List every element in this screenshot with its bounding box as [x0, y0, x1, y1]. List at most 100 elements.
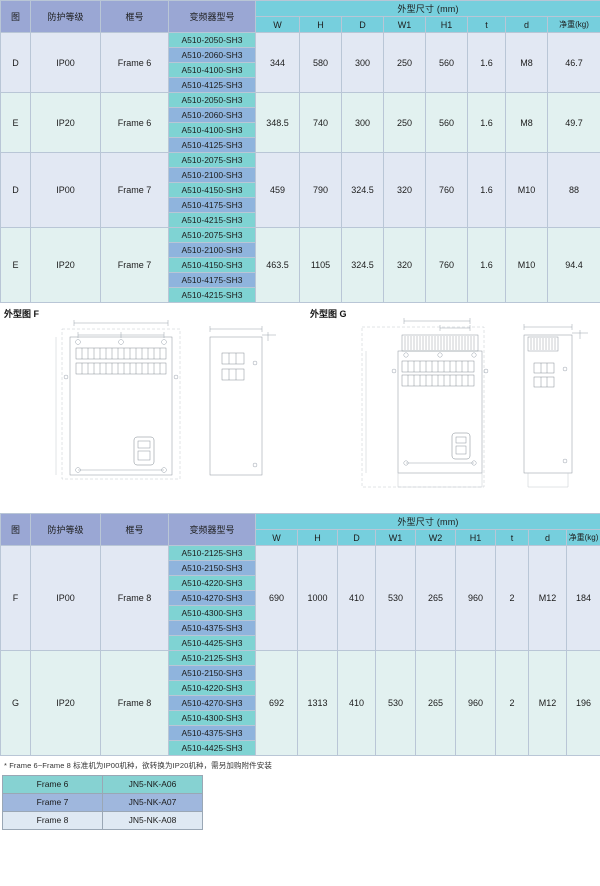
table-row: A510-2060-SH3	[1, 107, 600, 123]
cell-h1: 560	[425, 92, 468, 153]
table-row: A510-4425-SH3	[1, 635, 600, 651]
table-row: E IP20 Frame 6 A510-2050-SH3 348.5 740 300 250 5…	[0, 92, 600, 153]
cell-frame: Frame 8	[100, 650, 169, 756]
table-row: A510-4270-SH3	[1, 590, 600, 606]
cell-weight: 94.4	[546, 227, 600, 303]
header-protection: 防护等级	[30, 0, 101, 33]
table-row: A510-4375-SH3	[1, 725, 600, 741]
cell-model: A510-2050-SH3	[168, 32, 256, 48]
cell-protection: IP20	[30, 92, 101, 153]
cell-w1: 530	[375, 545, 416, 651]
table-row: F IP00 Frame 8 A510-2125-SH3 690 1000 410 530 26…	[0, 545, 600, 651]
cell-model: A510-4125-SH3	[168, 77, 256, 93]
cell-h1: 760	[425, 227, 468, 303]
cell-model: A510-4215-SH3	[168, 287, 256, 303]
header-col-d-bolt: d	[528, 529, 567, 546]
cell-model: A510-4270-SH3	[168, 590, 256, 606]
cell-w1: 250	[383, 92, 426, 153]
cell-model: A510-2060-SH3	[168, 107, 256, 123]
cell-h: 1105	[299, 227, 342, 303]
dimensions-table-frame8: 图 防护等级 框号 变频器型号 外型尺寸 (mm) W H D W1 W2 H1…	[0, 513, 600, 756]
cell-model: A510-2125-SH3	[168, 545, 256, 561]
table-row: D IP00 Frame 7 A510-2075-SH3 459 790 324.5 320 7…	[0, 152, 600, 228]
cell-model: A510-2100-SH3	[168, 242, 256, 258]
cell-h: 740	[299, 92, 342, 153]
cell-t: 1.6	[467, 92, 506, 153]
header-protection: 防护等级	[30, 513, 101, 546]
table1-body: D IP00 Frame 6 A510-2050-SH3 344 580 300 250 560…	[0, 32, 600, 303]
cell-model: A510-4100-SH3	[168, 122, 256, 138]
header-dimension-group: 外型尺寸 (mm)	[255, 513, 600, 530]
header-col-t: t	[467, 16, 506, 33]
cell-figure: E	[0, 227, 31, 303]
table-row: A510-4425-SH3	[1, 740, 600, 756]
cell-d: M10	[505, 227, 548, 303]
cell-d: 300	[341, 92, 384, 153]
cell-protection: IP20	[30, 227, 101, 303]
cell-model: A510-4300-SH3	[168, 605, 256, 621]
cell-model: A510-2075-SH3	[168, 227, 256, 243]
table-row: A510-4215-SH3	[1, 287, 600, 303]
accessory-cell-part: JN5-NK-A08	[102, 811, 203, 830]
cell-w2: 265	[415, 650, 456, 756]
cell-model: A510-4125-SH3	[168, 137, 256, 153]
header-col-h: H	[297, 529, 338, 546]
cell-frame: Frame 6	[100, 32, 169, 93]
cell-t: 1.6	[467, 227, 506, 303]
cell-protection: IP00	[30, 32, 101, 93]
header-figure: 图	[0, 0, 31, 33]
cell-h1: 960	[455, 650, 496, 756]
cell-protection: IP20	[30, 650, 101, 756]
table-row: A510-2060-SH3	[1, 47, 600, 63]
header-figure: 图	[0, 513, 31, 546]
accessory-cell-frame: Frame 7	[2, 793, 103, 812]
table-row: A510-4100-SH3	[1, 122, 600, 138]
header-col-d-bolt: d	[505, 16, 548, 33]
cell-w: 690	[255, 545, 298, 651]
cell-model: A510-2050-SH3	[168, 92, 256, 108]
accessory-row: Frame 6 JN5-NK-A06	[2, 775, 203, 794]
cell-protection: IP00	[30, 545, 101, 651]
cell-model: A510-4425-SH3	[168, 740, 256, 756]
cell-weight: 49.7	[546, 92, 600, 153]
cell-h: 790	[299, 152, 342, 228]
cell-model: A510-4425-SH3	[168, 635, 256, 651]
diagram-f-title: 外型图 F	[4, 309, 39, 319]
cell-d: 410	[337, 650, 376, 756]
header-col-w: W	[255, 529, 298, 546]
header-col-t: t	[495, 529, 529, 546]
cell-w1: 250	[383, 32, 426, 93]
cell-t: 2	[495, 545, 529, 651]
cell-weight: 196	[566, 650, 600, 756]
cell-frame: Frame 6	[100, 92, 169, 153]
cell-d: M10	[505, 152, 548, 228]
cell-model: A510-4375-SH3	[168, 620, 256, 636]
header-frame: 框号	[100, 513, 169, 546]
cell-model: A510-4215-SH3	[168, 212, 256, 228]
cell-model: A510-2125-SH3	[168, 650, 256, 666]
cell-h1: 960	[455, 545, 496, 651]
cell-model: A510-4300-SH3	[168, 710, 256, 726]
cell-weight: 184	[566, 545, 600, 651]
cell-model: A510-4100-SH3	[168, 62, 256, 78]
cell-model: A510-2100-SH3	[168, 167, 256, 183]
cell-figure: F	[0, 545, 31, 651]
cell-d: 410	[337, 545, 376, 651]
accessory-cell-part: JN5-NK-A06	[102, 775, 203, 794]
diagram-g-drawing	[361, 318, 588, 488]
cell-t: 1.6	[467, 32, 506, 93]
header-model: 变频器型号	[168, 513, 256, 546]
cell-model: A510-4175-SH3	[168, 272, 256, 288]
table2-header-row-1: 图 防护等级 框号 变频器型号 外型尺寸 (mm)	[0, 513, 600, 546]
cell-w: 348.5	[255, 92, 300, 153]
cell-w1: 320	[383, 152, 426, 228]
table-row: A510-4175-SH3	[1, 272, 600, 288]
accessory-cell-part: JN5-NK-A07	[102, 793, 203, 812]
table-row: A510-2150-SH3	[1, 665, 600, 681]
cell-w: 344	[255, 32, 300, 93]
cell-model: A510-2075-SH3	[168, 152, 256, 168]
cell-w2: 265	[415, 545, 456, 651]
cell-frame: Frame 7	[100, 227, 169, 303]
accessory-kit-table: Frame 6 JN5-NK-A06 Frame 7 JN5-NK-A07 Frame …	[2, 775, 203, 830]
cell-d: 300	[341, 32, 384, 93]
